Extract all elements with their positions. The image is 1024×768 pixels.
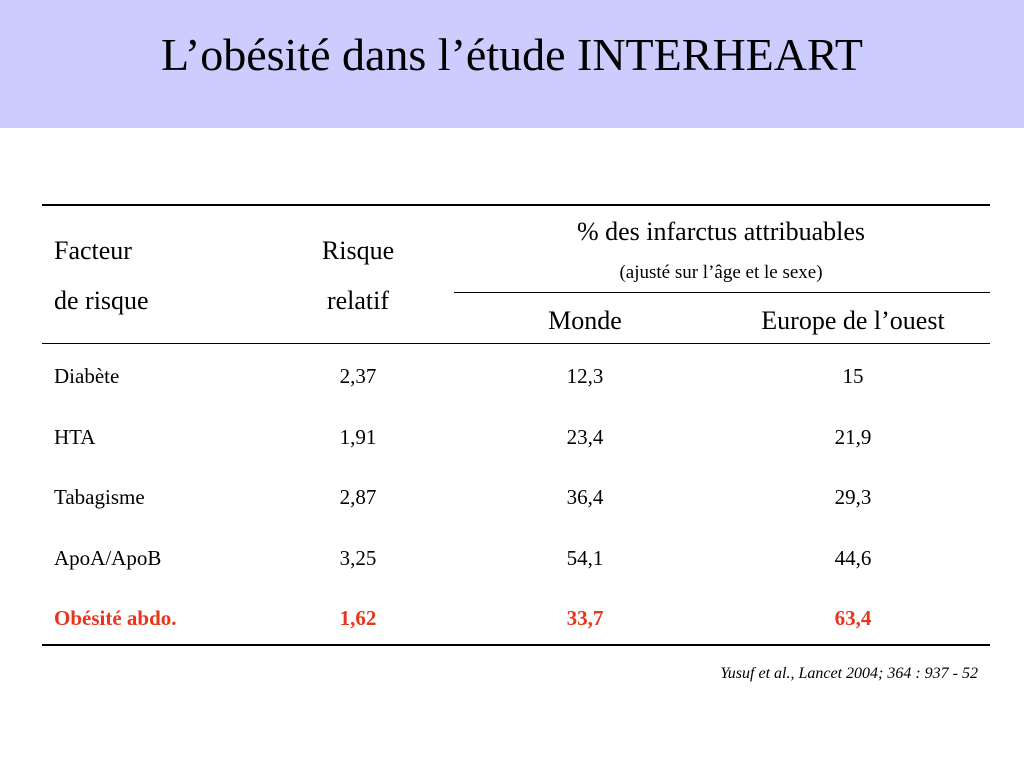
table-subheader-rule xyxy=(454,292,990,293)
header-western-europe: Europe de l’ouest xyxy=(761,306,945,335)
header-rr-line1: Risque xyxy=(321,236,395,265)
row-factor: ApoA/ApoB xyxy=(54,546,162,570)
table-bottom-rule xyxy=(42,644,990,646)
header-factor-line2: de risque xyxy=(54,286,149,315)
row-europe: 21,9 xyxy=(834,425,872,449)
row-rr: 2,37 xyxy=(339,364,377,388)
row-rr: 2,87 xyxy=(339,485,377,509)
row-europe: 29,3 xyxy=(834,485,872,509)
row-world: 54,1 xyxy=(566,546,604,570)
citation: Yusuf et al., Lancet 2004; 364 : 937 - 5… xyxy=(720,665,978,682)
header-world: Monde xyxy=(548,306,622,335)
row-rr: 3,25 xyxy=(339,546,377,570)
row-world: 23,4 xyxy=(566,425,604,449)
row-europe: 15 xyxy=(842,364,864,388)
title-band: L’obésité dans l’étude INTERHEART xyxy=(0,0,1024,128)
header-pct-title: % des infarctus attribuables xyxy=(576,217,866,246)
header-factor-line1: Facteur xyxy=(54,236,132,265)
table-header-rule xyxy=(42,343,990,344)
header-pct-note: (ajusté sur l’âge et le sexe) xyxy=(619,262,823,283)
header-rr-line2: relatif xyxy=(326,286,390,315)
page-title: L’obésité dans l’étude INTERHEART xyxy=(161,29,863,80)
table-top-rule xyxy=(42,204,990,206)
row-europe: 63,4 xyxy=(834,606,872,630)
row-factor: Tabagisme xyxy=(54,485,145,509)
row-world: 12,3 xyxy=(566,364,604,388)
row-rr: 1,91 xyxy=(339,425,377,449)
row-world: 36,4 xyxy=(566,485,604,509)
row-factor: Obésité abdo. xyxy=(54,606,177,630)
row-factor: Diabète xyxy=(54,364,120,388)
row-europe: 44,6 xyxy=(834,546,872,570)
row-world: 33,7 xyxy=(566,606,604,630)
row-rr: 1,62 xyxy=(339,606,377,630)
row-factor: HTA xyxy=(54,425,96,449)
